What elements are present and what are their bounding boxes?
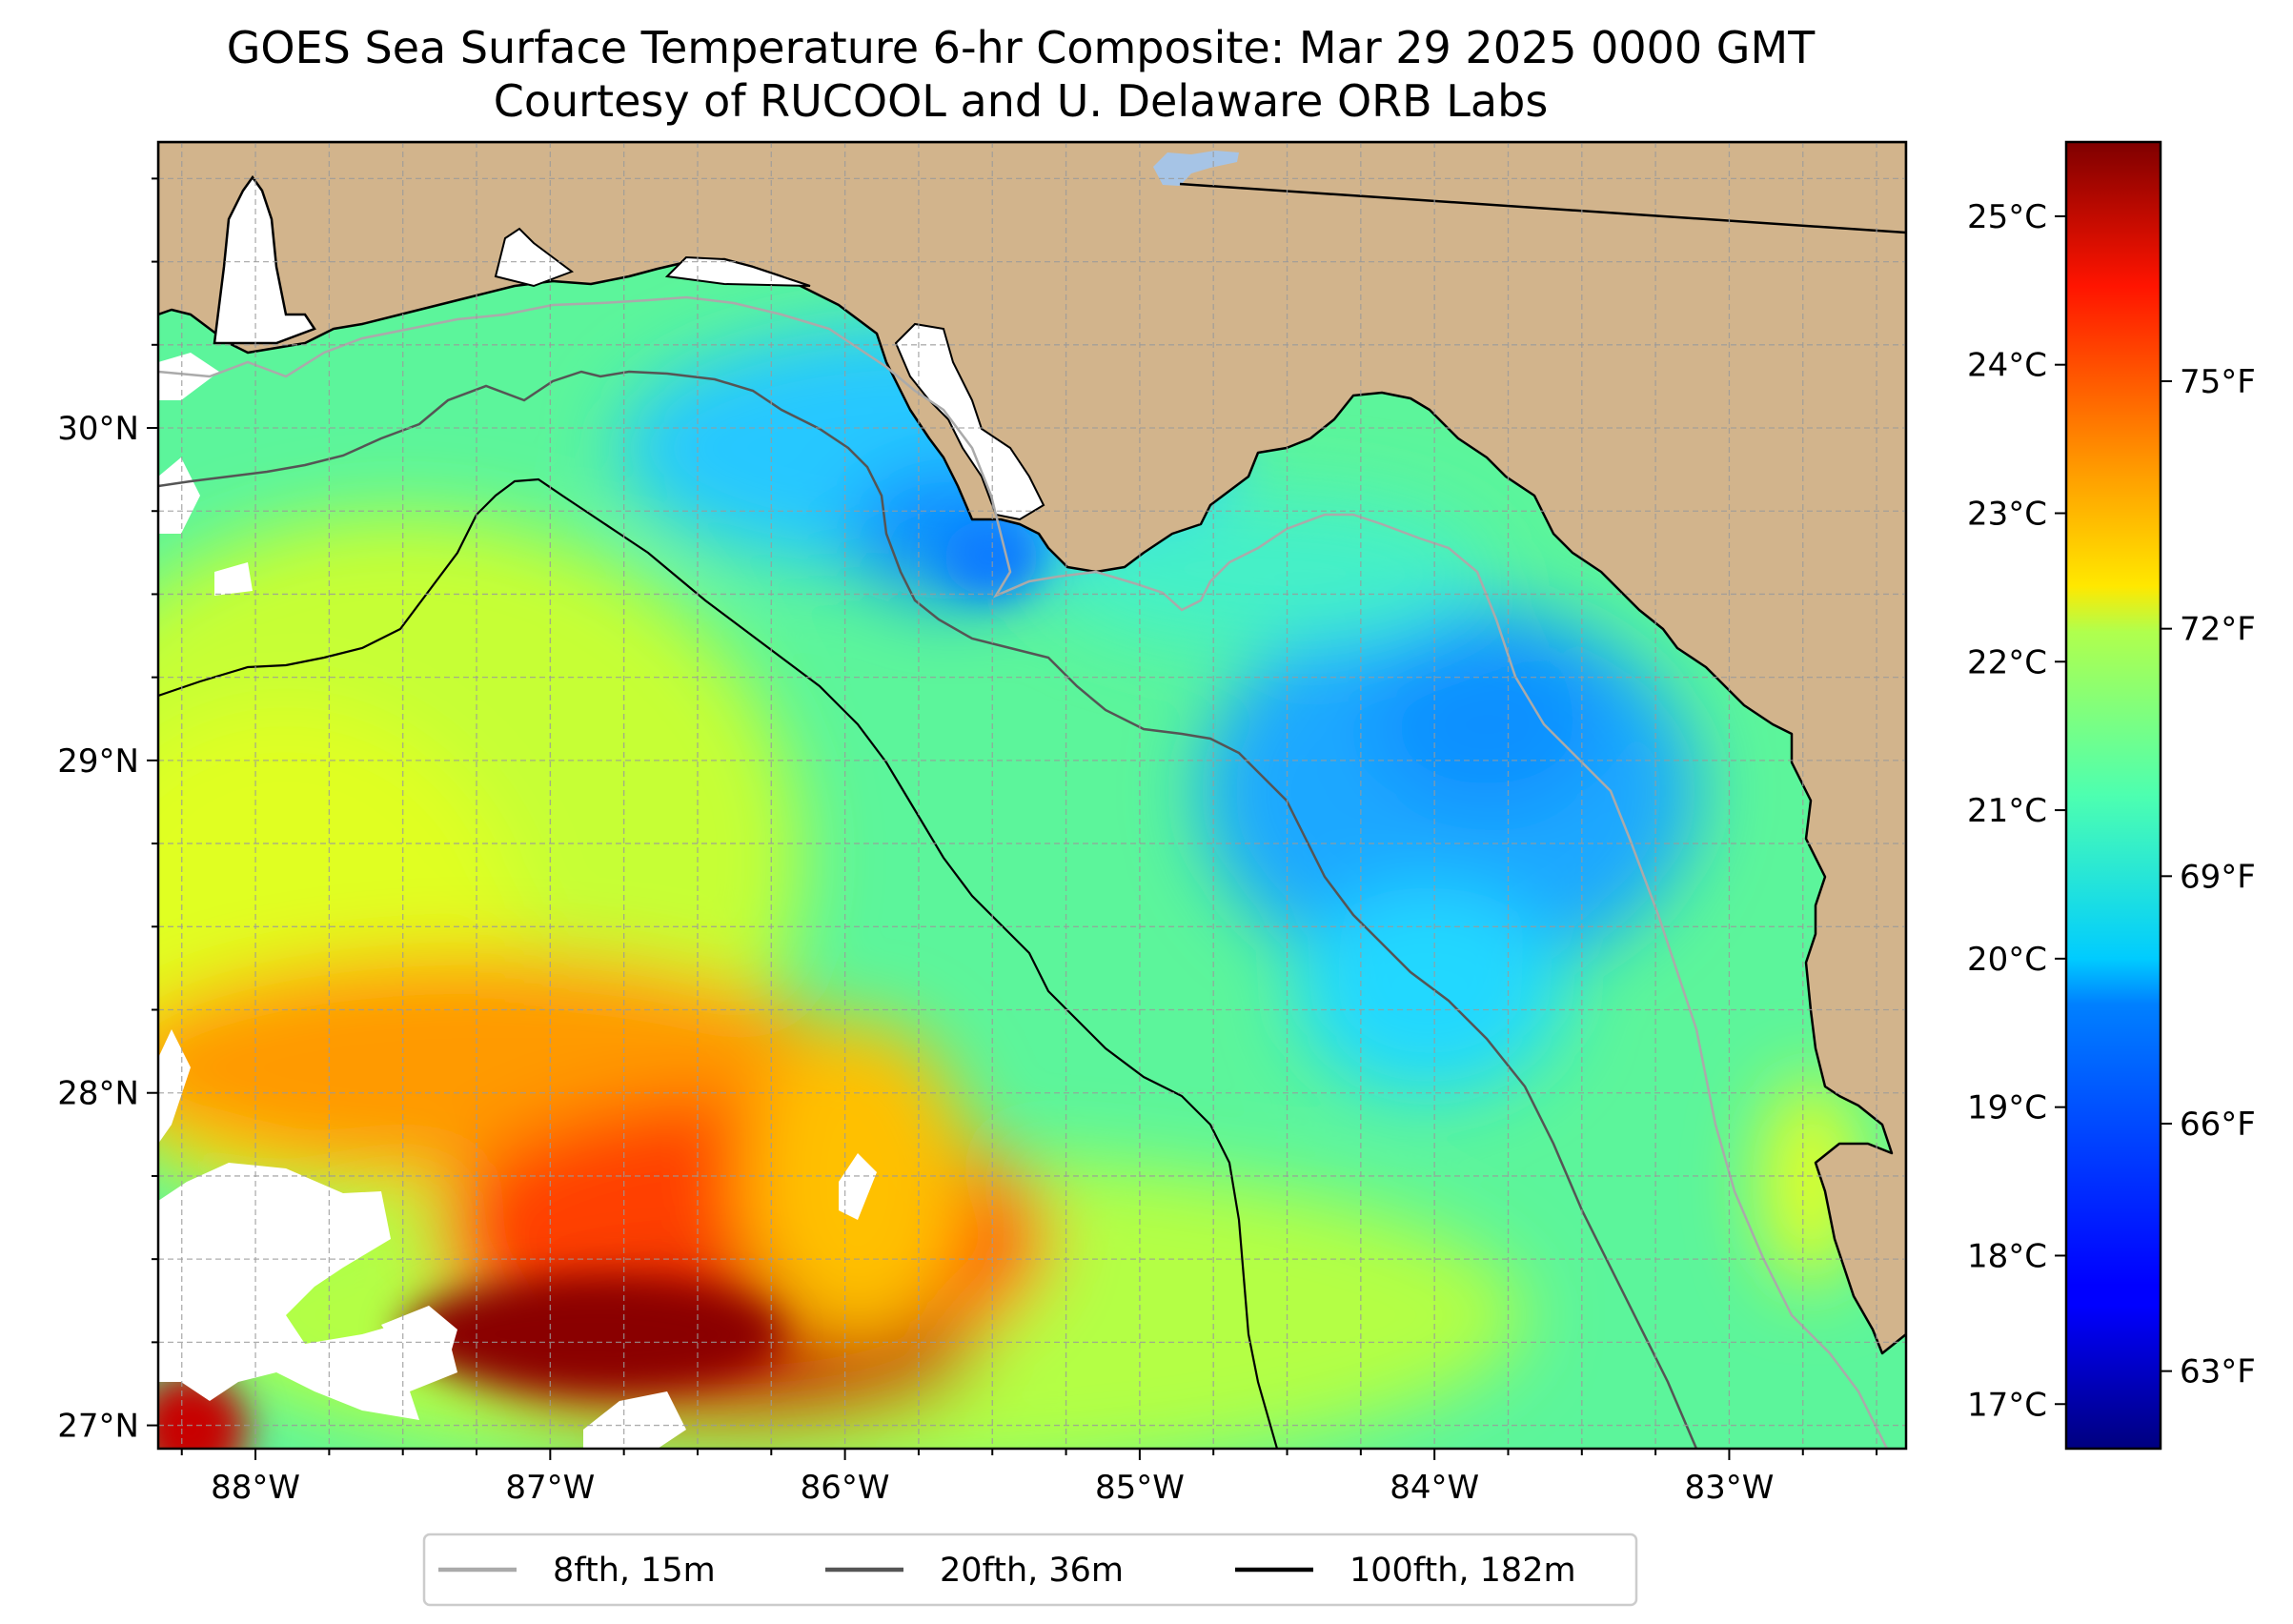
map-panel bbox=[158, 142, 1906, 1449]
lon-tick-label: 84°W bbox=[1390, 1469, 1479, 1507]
celsius-tick-label: 23°C bbox=[1967, 495, 2047, 533]
colorbar: 25°C 24°C 23°C 22°C 21°C 20°C 19°C 18°C 17°C 75°… bbox=[1967, 140, 2256, 1451]
lon-tick-label: 87°W bbox=[505, 1469, 595, 1507]
celsius-tick-label: 19°C bbox=[1967, 1089, 2047, 1127]
celsius-tick-label: 24°C bbox=[1967, 347, 2047, 385]
colorbar-fahrenheit-axis: 75°F 72°F 69°F 66°F 63°F bbox=[2161, 363, 2256, 1391]
celsius-tick-label: 18°C bbox=[1967, 1237, 2047, 1275]
fahrenheit-tick-label: 63°F bbox=[2180, 1353, 2256, 1391]
fahrenheit-tick-label: 69°F bbox=[2180, 858, 2256, 896]
lon-tick-label: 85°W bbox=[1095, 1469, 1185, 1507]
lon-tick-label: 86°W bbox=[801, 1469, 890, 1507]
map-title-line1: GOES Sea Surface Temperature 6-hr Compos… bbox=[227, 22, 1816, 73]
legend-item-label: 100fth, 182m bbox=[1349, 1552, 1576, 1590]
lat-tick-label: 27°N bbox=[57, 1408, 139, 1446]
contour-20fth bbox=[158, 370, 1698, 1449]
celsius-tick-label: 25°C bbox=[1967, 198, 2047, 236]
fahrenheit-tick-label: 72°F bbox=[2180, 611, 2256, 649]
celsius-tick-label: 17°C bbox=[1967, 1386, 2047, 1424]
fahrenheit-tick-label: 66°F bbox=[2180, 1106, 2256, 1144]
lake bbox=[1153, 151, 1239, 186]
legend-item-label: 8fth, 15m bbox=[553, 1552, 716, 1590]
state-border bbox=[1179, 182, 1906, 234]
contour-8fth bbox=[158, 295, 1889, 1449]
fahrenheit-tick-label: 75°F bbox=[2180, 363, 2256, 401]
sst-detail bbox=[158, 519, 1039, 1449]
bathymetry-contours bbox=[158, 295, 1889, 1449]
legend-item-label: 20fth, 36m bbox=[940, 1552, 1124, 1590]
longitude-axis: 88°W 87°W 86°W 85°W 84°W 83°W bbox=[180, 1449, 1878, 1507]
colorbar-gradient bbox=[2064, 140, 2162, 1451]
celsius-tick-label: 22°C bbox=[1967, 643, 2047, 681]
colorbar-celsius-axis: 25°C 24°C 23°C 22°C 21°C 20°C 19°C 18°C 17°C bbox=[1967, 198, 2066, 1424]
celsius-tick-label: 20°C bbox=[1967, 941, 2047, 979]
lat-tick-label: 30°N bbox=[57, 410, 139, 448]
lon-tick-label: 83°W bbox=[1684, 1469, 1774, 1507]
mobile-bay bbox=[213, 174, 316, 345]
lon-tick-label: 88°W bbox=[211, 1469, 300, 1507]
lat-tick-label: 29°N bbox=[57, 742, 139, 781]
land bbox=[158, 142, 1906, 1355]
lat-tick-label: 28°N bbox=[57, 1075, 139, 1113]
celsius-tick-label: 21°C bbox=[1967, 792, 2047, 830]
legend: 8fth, 15m 20fth, 36m 100fth, 182m bbox=[422, 1533, 1638, 1607]
legend-box bbox=[422, 1533, 1638, 1607]
northern-coastline-land bbox=[158, 142, 1906, 1355]
gridlines bbox=[158, 142, 1906, 1449]
latitude-axis: 30°N 29°N 28°N 27°N bbox=[57, 177, 158, 1446]
map-title-line2: Courtesy of RUCOOL and U. Delaware ORB L… bbox=[494, 75, 1549, 127]
contour-100fth bbox=[158, 477, 1279, 1449]
map-frame bbox=[156, 140, 1908, 1451]
